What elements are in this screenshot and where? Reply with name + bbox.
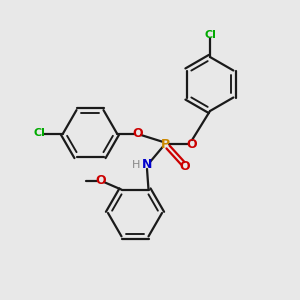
Text: O: O	[95, 174, 106, 187]
Text: P: P	[160, 137, 169, 151]
Text: N: N	[142, 158, 152, 172]
Text: O: O	[133, 127, 143, 140]
Text: Cl: Cl	[204, 30, 216, 40]
Text: H: H	[131, 160, 140, 170]
Text: O: O	[187, 137, 197, 151]
Text: O: O	[179, 160, 190, 173]
Text: Cl: Cl	[34, 128, 46, 139]
